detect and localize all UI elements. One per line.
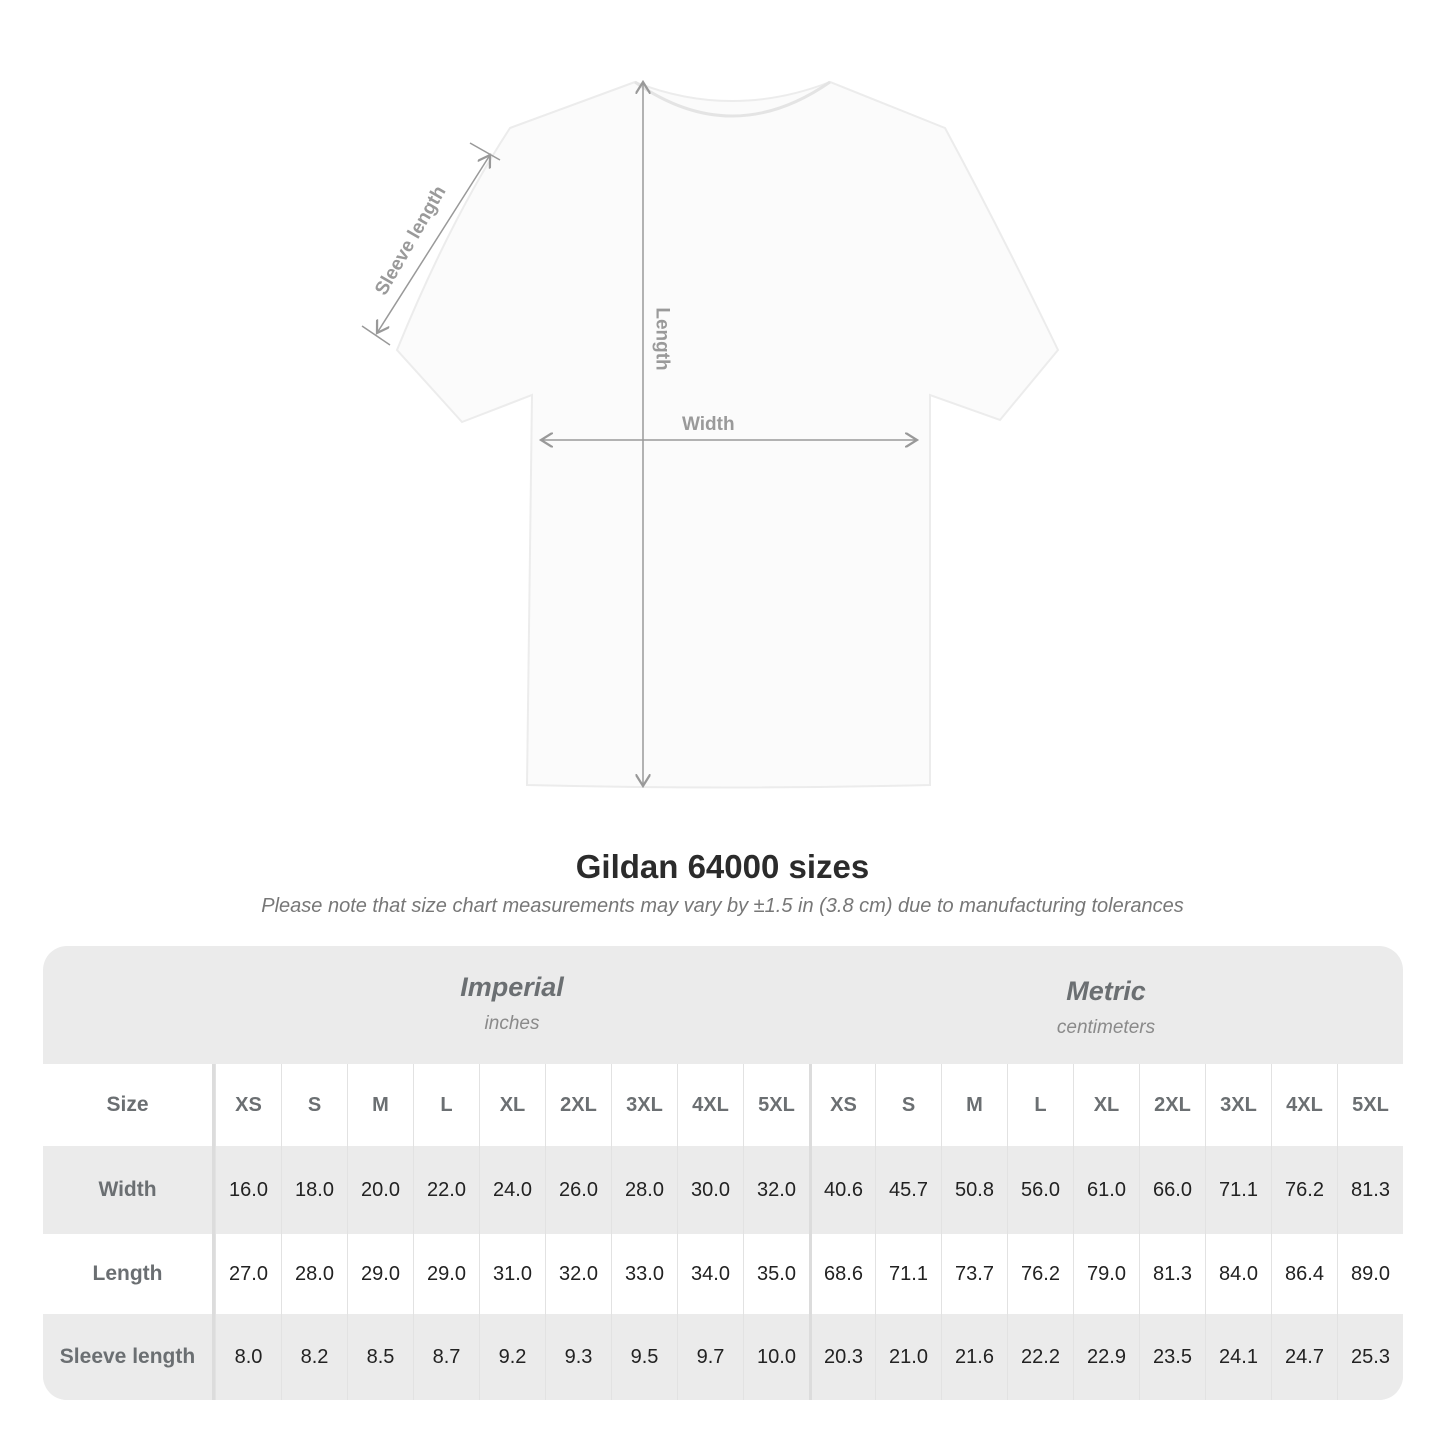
- size-header-cell: S: [875, 1064, 941, 1146]
- imperial-value-cell: 34.0: [677, 1234, 743, 1314]
- metric-value-cell: 24.7: [1271, 1314, 1337, 1400]
- imperial-value-cell: 24.0: [479, 1146, 545, 1234]
- metric-value-cell: 21.6: [941, 1314, 1007, 1400]
- imperial-value-cell: 28.0: [281, 1234, 347, 1314]
- metric-unit: centimeters: [1056, 1017, 1156, 1038]
- metric-value-cell: 22.9: [1073, 1314, 1139, 1400]
- imperial-value-cell: 28.0: [611, 1146, 677, 1234]
- metric-value-cell: 45.7: [875, 1146, 941, 1234]
- imperial-value-cell: 35.0: [743, 1234, 809, 1314]
- page-title: Gildan 64000 sizes: [575, 848, 870, 885]
- metric-value-cell: 89.0: [1337, 1234, 1403, 1314]
- size-header-cell: 5XL: [1337, 1064, 1403, 1146]
- metric-value-cell: 56.0: [1007, 1146, 1073, 1234]
- size-header-cell: XS: [809, 1064, 875, 1146]
- width-label: Width: [682, 414, 735, 435]
- size-header-cell: 3XL: [611, 1064, 677, 1146]
- size-header-cell: 2XL: [1139, 1064, 1205, 1146]
- metric-value-cell: 76.2: [1007, 1234, 1073, 1314]
- metric-value-cell: 22.2: [1007, 1314, 1073, 1400]
- table-row: Width 16.0 18.0 20.0 22.0 24.0 26.0 28.0 30.0 32.…: [43, 1146, 1403, 1234]
- size-header-row: Size XS S M L XL 2XL 3XL 4XL 5XL XS S M L XL 2XL 3XL 4XL 5…: [43, 1064, 1403, 1146]
- size-header-cell: L: [413, 1064, 479, 1146]
- metric-value-cell: 79.0: [1073, 1234, 1139, 1314]
- imperial-value-cell: 30.0: [677, 1146, 743, 1234]
- tshirt-diagram: [361, 0, 1060, 789]
- size-header-cell: 4XL: [1271, 1064, 1337, 1146]
- metric-value-cell: 24.1: [1205, 1314, 1271, 1400]
- imperial-value-cell: 9.7: [677, 1314, 743, 1400]
- metric-header: Metric centimeters: [809, 946, 1403, 1094]
- size-header-cell: XL: [1073, 1064, 1139, 1146]
- imperial-value-cell: 8.7: [413, 1314, 479, 1400]
- tolerance-note: Please note that size chart measurements…: [261, 895, 1184, 917]
- metric-value-cell: 71.1: [875, 1234, 941, 1314]
- metric-value-cell: 84.0: [1205, 1234, 1271, 1314]
- size-header-cell: 3XL: [1205, 1064, 1271, 1146]
- imperial-value-cell: 16.0: [215, 1146, 281, 1234]
- metric-title: Metric: [1066, 976, 1146, 1006]
- size-header-cell: M: [347, 1064, 413, 1146]
- imperial-title: Imperial: [460, 972, 564, 1002]
- size-header-cell: L: [1007, 1064, 1073, 1146]
- size-header-cell: S: [281, 1064, 347, 1146]
- imperial-value-cell: 10.0: [743, 1314, 809, 1400]
- metric-value-cell: 25.3: [1337, 1314, 1403, 1400]
- row-label: Sleeve length: [43, 1314, 215, 1400]
- imperial-value-cell: 8.2: [281, 1314, 347, 1400]
- table-row: Length 27.0 28.0 29.0 29.0 31.0 32.0 33.0 34.0 35…: [43, 1234, 1403, 1314]
- metric-value-cell: 40.6: [809, 1146, 875, 1234]
- metric-value-cell: 68.6: [809, 1234, 875, 1314]
- metric-value-cell: 20.3: [809, 1314, 875, 1400]
- metric-value-cell: 50.8: [941, 1146, 1007, 1234]
- imperial-value-cell: 8.0: [215, 1314, 281, 1400]
- imperial-value-cell: 31.0: [479, 1234, 545, 1314]
- imperial-value-cell: 26.0: [545, 1146, 611, 1234]
- imperial-value-cell: 9.2: [479, 1314, 545, 1400]
- metric-value-cell: 76.2: [1271, 1146, 1337, 1234]
- sleeve-line: [377, 155, 490, 333]
- metric-value-cell: 71.1: [1205, 1146, 1271, 1234]
- size-header-cell: 5XL: [743, 1064, 809, 1146]
- imperial-value-cell: 33.0: [611, 1234, 677, 1314]
- size-table: Imperial inches Metric centimeters Size X…: [43, 946, 1403, 1400]
- metric-value-cell: 81.3: [1139, 1234, 1205, 1314]
- imperial-value-cell: 29.0: [413, 1234, 479, 1314]
- metric-value-cell: 21.0: [875, 1314, 941, 1400]
- imperial-value-cell: 22.0: [413, 1146, 479, 1234]
- metric-value-cell: 23.5: [1139, 1314, 1205, 1400]
- imperial-value-cell: 20.0: [347, 1146, 413, 1234]
- size-header-cell: XL: [479, 1064, 545, 1146]
- imperial-value-cell: 27.0: [215, 1234, 281, 1314]
- metric-value-cell: 86.4: [1271, 1234, 1337, 1314]
- imperial-unit: inches: [484, 1013, 540, 1034]
- metric-value-cell: 73.7: [941, 1234, 1007, 1314]
- metric-value-cell: 61.0: [1073, 1146, 1139, 1234]
- table-row: Sleeve length 8.0 8.2 8.5 8.7 9.2 9.3 9.5 9.7 10.…: [43, 1314, 1403, 1400]
- size-column-label: Size: [43, 1064, 215, 1146]
- imperial-value-cell: 9.5: [611, 1314, 677, 1400]
- row-label: Width: [43, 1146, 215, 1234]
- imperial-value-cell: 18.0: [281, 1146, 347, 1234]
- imperial-value-cell: 32.0: [743, 1146, 809, 1234]
- imperial-value-cell: 29.0: [347, 1234, 413, 1314]
- metric-value-cell: 81.3: [1337, 1146, 1403, 1234]
- size-header-cell: 4XL: [677, 1064, 743, 1146]
- imperial-value-cell: 32.0: [545, 1234, 611, 1314]
- tshirt-collar: [634, 80, 831, 118]
- row-label: Length: [43, 1234, 215, 1314]
- size-header-cell: XS: [215, 1064, 281, 1146]
- imperial-value-cell: 8.5: [347, 1314, 413, 1400]
- metric-value-cell: 66.0: [1139, 1146, 1205, 1234]
- size-header-cell: 2XL: [545, 1064, 611, 1146]
- imperial-header: Imperial inches: [215, 946, 809, 1090]
- size-header-cell: M: [941, 1064, 1007, 1146]
- length-label: Length: [651, 307, 673, 371]
- imperial-value-cell: 9.3: [545, 1314, 611, 1400]
